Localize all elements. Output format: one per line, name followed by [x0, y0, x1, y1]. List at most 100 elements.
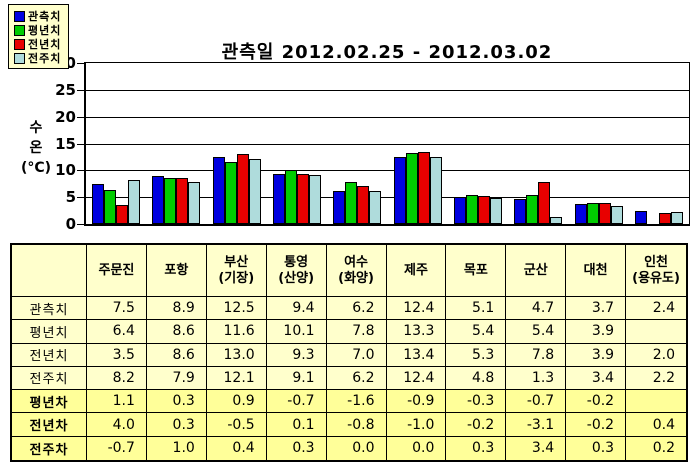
table-cell-전주차-주문진: -0.7 — [87, 436, 147, 460]
table-cell-전년차-제주: -1.0 — [386, 413, 447, 437]
table-cell-평년차-대천: -0.2 — [566, 390, 627, 414]
bar-평년치-목포 — [466, 195, 478, 224]
bar-전년치-포항 — [176, 178, 188, 224]
table-cell-평년치-부산: 11.6 — [206, 320, 267, 344]
table-cell-전년차-통영: 0.1 — [266, 413, 327, 437]
bar-전주치-목포 — [490, 198, 502, 224]
gridline — [86, 170, 689, 172]
table-cell-전주치-통영: 9.1 — [266, 366, 327, 391]
y-tick-mark — [77, 197, 84, 199]
gridline — [86, 143, 689, 145]
bar-평년치-군산 — [526, 195, 538, 224]
col-header-sub: (용유도) — [632, 270, 680, 286]
table-col-header-인천: 인천 (용유도) — [626, 245, 686, 297]
table-cell-평년치-대천: 3.9 — [566, 320, 627, 344]
col-header-name: 제주 — [403, 262, 428, 278]
table-cell-전년치-군산: 7.8 — [506, 343, 567, 367]
legend-swatch-icon — [14, 38, 25, 50]
table-row-label-관측치: 관측치 — [12, 297, 87, 321]
legend-swatch-icon — [14, 52, 25, 64]
table-col-header-대천: 대천 — [566, 245, 627, 297]
table-cell-전년차-목포: -0.2 — [446, 413, 507, 437]
y-tick-label: 5 — [65, 188, 76, 207]
bar-관측치-포항 — [152, 176, 164, 224]
table-cell-평년차-군산: -0.7 — [506, 390, 567, 414]
bar-관측치-제주 — [394, 157, 406, 224]
table-cell-평년차-주문진: 1.1 — [87, 390, 147, 414]
table-cell-전년차-부산: -0.5 — [206, 413, 267, 437]
table-cell-관측치-부산: 12.5 — [206, 297, 267, 321]
legend-item: 평년치 — [14, 23, 61, 37]
bar-평년치-포항 — [164, 178, 176, 224]
data-table: 주문진 포항 부산 (기장) 통영 (산양) 여수 (화양) 제주 목포 군산 대천 인천 (용유도) 관측… — [10, 243, 688, 462]
table-col-header-군산: 군산 — [506, 245, 567, 297]
table-cell-평년치-인천 — [626, 320, 686, 344]
table-cell-전주차-여수: 0.0 — [326, 436, 387, 460]
bar-관측치-군산 — [514, 199, 526, 224]
legend-item: 전년치 — [14, 37, 61, 51]
legend-item-label: 관측치 — [28, 10, 62, 23]
col-header-sub: (산양) — [278, 270, 315, 286]
bar-평년치-부산(기장) — [225, 162, 237, 224]
table-col-header-제주: 제주 — [386, 245, 447, 297]
bar-전주치-인천(용유도) — [671, 212, 683, 224]
table-row-label-전년치: 전년치 — [12, 343, 87, 367]
bar-전년치-부산(기장) — [237, 154, 249, 224]
y-tick-label: 20 — [55, 107, 76, 126]
bar-전년치-군산 — [538, 182, 550, 224]
table-cell-평년차-부산: 0.9 — [206, 390, 267, 414]
table-cell-관측치-주문진: 7.5 — [87, 297, 147, 321]
table-cell-전주치-부산: 12.1 — [206, 366, 267, 391]
bar-전년치-목포 — [478, 196, 490, 224]
table-cell-전주차-제주: 0.0 — [386, 436, 447, 460]
y-tick-mark — [77, 89, 84, 91]
table-cell-평년치-통영: 10.1 — [266, 320, 327, 344]
table-cell-전년차-군산: -3.1 — [506, 413, 567, 437]
bar-전년치-여수(화양) — [357, 186, 369, 224]
bar-관측치-부산(기장) — [213, 157, 225, 224]
bar-전주치-주문진 — [128, 180, 140, 224]
table-cell-평년치-제주: 13.3 — [386, 320, 447, 344]
table-cell-관측치-목포: 5.1 — [446, 297, 507, 321]
table-cell-관측치-제주: 12.4 — [386, 297, 447, 321]
col-header-sub: (기장) — [218, 270, 255, 286]
table-cell-전년치-목포: 5.3 — [446, 343, 507, 367]
bar-관측치-대천 — [575, 204, 587, 224]
bar-전주치-군산 — [550, 217, 562, 224]
y-tick-mark — [77, 116, 84, 118]
table-cell-전주치-대천: 3.4 — [566, 366, 627, 391]
table-cell-전주치-주문진: 8.2 — [87, 366, 147, 391]
table-cell-관측치-대천: 3.7 — [566, 297, 627, 321]
table-row-label-전주치: 전주치 — [12, 366, 87, 391]
table-cell-전년차-대천: -0.2 — [566, 413, 627, 437]
legend-swatch-icon — [14, 24, 25, 36]
y-tick-label: 15 — [55, 134, 76, 153]
table-cell-관측치-통영: 9.4 — [266, 297, 327, 321]
y-axis-title-line3: (°C) — [20, 160, 52, 176]
table-col-header-포항: 포항 — [146, 245, 207, 297]
col-header-name: 군산 — [523, 262, 548, 278]
table-cell-평년차-여수: -1.6 — [326, 390, 387, 414]
col-header-name: 포항 — [164, 262, 189, 278]
table-cell-전년치-부산: 13.0 — [206, 343, 267, 367]
table-cell-전주치-인천: 2.2 — [626, 367, 686, 391]
table-cell-관측치-인천: 2.4 — [626, 297, 686, 321]
table-cell-평년치-주문진: 6.4 — [87, 320, 147, 344]
bar-평년치-대천 — [587, 203, 599, 224]
table-cell-전주차-목포: 0.3 — [446, 436, 507, 460]
table-cell-전년차-주문진: 4.0 — [87, 413, 147, 437]
bar-전년치-주문진 — [116, 205, 128, 224]
y-axis-title-line1: 수 — [29, 120, 43, 136]
table-cell-전주치-여수: 6.2 — [326, 366, 387, 391]
bar-전주치-통영(산양) — [309, 175, 321, 224]
table-cell-전주차-부산: 0.4 — [206, 436, 267, 460]
table-cell-전년치-대천: 3.9 — [566, 343, 627, 367]
col-header-name: 여수 — [344, 254, 368, 270]
bar-관측치-통영(산양) — [273, 174, 285, 224]
y-tick-mark — [77, 63, 84, 64]
col-header-name: 부산 — [224, 254, 249, 270]
legend-item-label: 전주치 — [28, 52, 62, 65]
legend-item-label: 평년치 — [28, 24, 62, 37]
y-tick-mark — [77, 224, 84, 225]
legend-item-label: 전년치 — [28, 38, 62, 51]
